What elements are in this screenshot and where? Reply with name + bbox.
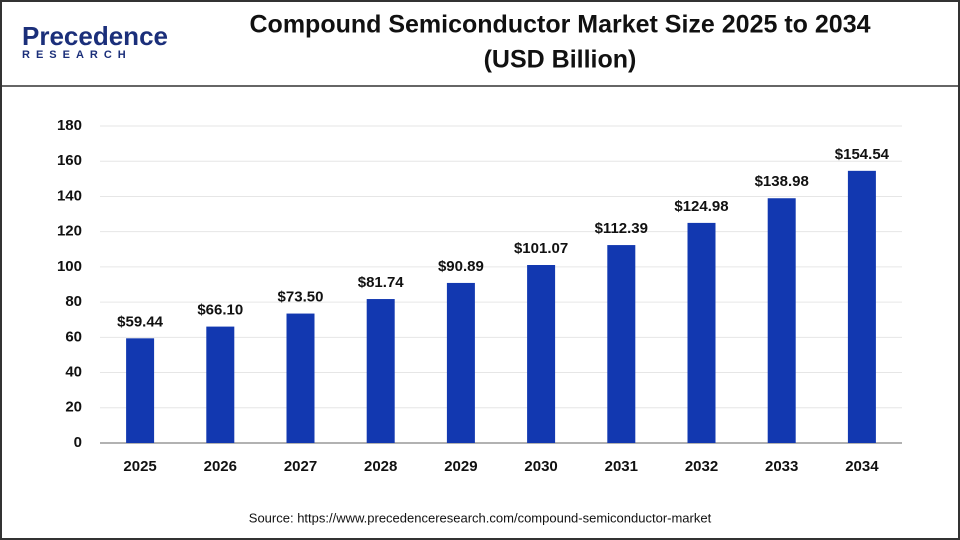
y-tick-label: 180 (57, 117, 82, 134)
x-tick-label: 2029 (444, 458, 477, 475)
value-label: $138.98 (755, 173, 809, 190)
source: Source: https://www.precedenceresearch.c… (249, 510, 712, 525)
bar (847, 170, 876, 443)
value-label: $73.50 (278, 289, 324, 306)
value-label: $154.54 (835, 146, 890, 163)
bar (366, 299, 395, 443)
bar (446, 282, 475, 443)
value-label: $66.10 (197, 302, 243, 319)
logo-name: Precedence (22, 21, 168, 51)
y-tick-label: 60 (65, 328, 82, 345)
value-label: $81.74 (358, 274, 405, 291)
value-label: $124.98 (674, 198, 728, 215)
value-label: $112.39 (595, 220, 648, 237)
value-label: $101.07 (514, 240, 568, 257)
y-tick-label: 20 (65, 399, 82, 416)
x-tick-label: 2030 (524, 458, 557, 475)
y-tick-label: 40 (65, 364, 82, 381)
bar (687, 222, 716, 443)
value-label: $59.44 (117, 313, 164, 330)
x-tick-label: 2031 (605, 458, 638, 475)
x-tick-label: 2027 (284, 458, 317, 475)
chart-subtitle: (USD Billion) (484, 46, 637, 74)
logo-tagline: RESEARCH (22, 49, 132, 61)
value-label: $90.89 (438, 258, 484, 275)
x-tick-label: 2033 (765, 458, 798, 475)
y-tick-label: 100 (57, 258, 82, 275)
chart-title: Compound Semiconductor Market Size 2025 … (250, 11, 871, 39)
bar (607, 245, 636, 443)
bar (126, 338, 155, 443)
x-tick-label: 2034 (845, 458, 879, 475)
x-tick-label: 2032 (685, 458, 718, 475)
bar (206, 326, 235, 443)
x-tick-label: 2025 (123, 458, 156, 475)
y-tick-label: 0 (74, 434, 82, 451)
y-tick-label: 80 (65, 293, 82, 310)
x-tick-label: 2026 (204, 458, 237, 475)
y-tick-label: 140 (57, 187, 82, 204)
bar (527, 265, 556, 443)
bar (767, 198, 796, 443)
y-tick-label: 120 (57, 223, 82, 240)
y-tick-label: 160 (57, 152, 82, 169)
x-tick-label: 2028 (364, 458, 397, 475)
bar (286, 313, 315, 443)
